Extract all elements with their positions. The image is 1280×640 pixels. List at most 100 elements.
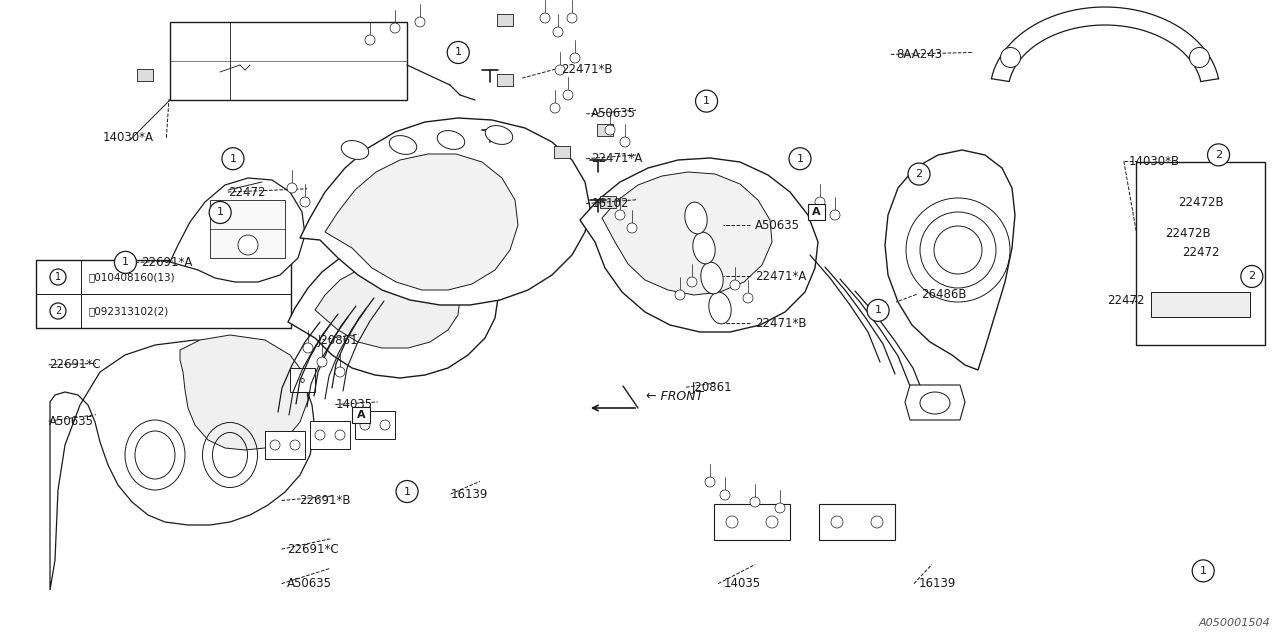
Text: 16139: 16139 — [451, 488, 488, 500]
Text: A50635: A50635 — [49, 415, 93, 428]
Ellipse shape — [692, 232, 716, 264]
Text: 22471*B: 22471*B — [561, 63, 612, 76]
Text: 1: 1 — [454, 47, 462, 58]
Circle shape — [829, 210, 840, 220]
Circle shape — [815, 197, 826, 207]
Ellipse shape — [485, 125, 513, 145]
Circle shape — [614, 210, 625, 220]
Text: 22472B: 22472B — [1178, 195, 1224, 209]
Circle shape — [1001, 47, 1020, 67]
Circle shape — [447, 42, 470, 63]
Polygon shape — [310, 421, 349, 449]
Circle shape — [765, 516, 778, 528]
Polygon shape — [137, 69, 154, 81]
Circle shape — [360, 420, 370, 430]
Text: 1: 1 — [229, 154, 237, 164]
Circle shape — [50, 269, 67, 285]
Text: 1: 1 — [796, 154, 804, 164]
Polygon shape — [210, 200, 285, 258]
Text: ← FRONT: ← FRONT — [646, 390, 703, 403]
Text: 22691*C: 22691*C — [287, 543, 338, 556]
Text: A50635: A50635 — [287, 577, 332, 590]
Circle shape — [705, 477, 716, 487]
Circle shape — [620, 137, 630, 147]
Text: 26486B: 26486B — [922, 288, 968, 301]
Circle shape — [540, 13, 550, 23]
Circle shape — [742, 293, 753, 303]
Circle shape — [380, 420, 390, 430]
Text: Ⓑ010408160(13): Ⓑ010408160(13) — [88, 272, 174, 282]
Circle shape — [335, 430, 346, 440]
Text: 22472B: 22472B — [1165, 227, 1211, 240]
Circle shape — [1240, 266, 1263, 287]
Text: 16139: 16139 — [919, 577, 956, 590]
Circle shape — [788, 148, 812, 170]
Polygon shape — [170, 178, 305, 282]
Polygon shape — [554, 146, 570, 158]
Text: 22471*B: 22471*B — [755, 317, 806, 330]
Polygon shape — [600, 196, 616, 208]
Circle shape — [238, 235, 259, 255]
Circle shape — [556, 65, 564, 75]
Text: 1: 1 — [874, 305, 882, 316]
Polygon shape — [884, 150, 1015, 370]
Circle shape — [1192, 560, 1215, 582]
Circle shape — [335, 367, 346, 377]
Circle shape — [553, 27, 563, 37]
Polygon shape — [180, 335, 308, 450]
Circle shape — [287, 183, 297, 193]
Circle shape — [570, 53, 580, 63]
Text: 22472: 22472 — [1181, 246, 1220, 259]
Text: 1: 1 — [216, 207, 224, 218]
Text: A50635: A50635 — [591, 108, 636, 120]
Circle shape — [730, 280, 740, 290]
Circle shape — [365, 35, 375, 45]
Polygon shape — [315, 264, 460, 348]
Circle shape — [867, 300, 890, 321]
Polygon shape — [905, 385, 965, 420]
Circle shape — [415, 17, 425, 27]
Ellipse shape — [709, 292, 731, 324]
Text: 14030*A: 14030*A — [102, 131, 154, 144]
Circle shape — [627, 223, 637, 233]
Ellipse shape — [685, 202, 707, 234]
Text: 1: 1 — [403, 486, 411, 497]
Ellipse shape — [342, 141, 369, 159]
Text: 1: 1 — [122, 257, 129, 268]
Circle shape — [1189, 47, 1210, 67]
Text: 1: 1 — [55, 272, 61, 282]
Polygon shape — [355, 411, 396, 439]
Circle shape — [396, 481, 419, 502]
Text: A50635: A50635 — [755, 219, 800, 232]
Polygon shape — [265, 431, 305, 459]
Text: 1: 1 — [1199, 566, 1207, 576]
Polygon shape — [714, 504, 790, 540]
Circle shape — [750, 497, 760, 507]
Circle shape — [209, 202, 232, 223]
Circle shape — [831, 516, 844, 528]
Text: 2: 2 — [915, 169, 923, 179]
Text: 2: 2 — [55, 306, 61, 316]
Polygon shape — [170, 22, 407, 100]
Text: 2: 2 — [1215, 150, 1222, 160]
Text: 8AA243: 8AA243 — [896, 48, 942, 61]
Text: J20861: J20861 — [317, 334, 358, 347]
Polygon shape — [1151, 292, 1251, 317]
Circle shape — [550, 103, 561, 113]
Polygon shape — [497, 14, 513, 26]
Circle shape — [567, 13, 577, 23]
Text: o: o — [300, 376, 305, 385]
Text: 22472: 22472 — [228, 186, 265, 198]
Text: 2: 2 — [1248, 271, 1256, 282]
Circle shape — [605, 125, 614, 135]
Circle shape — [687, 277, 698, 287]
Text: 22471*A: 22471*A — [591, 152, 643, 165]
Ellipse shape — [438, 131, 465, 149]
Text: 14035: 14035 — [723, 577, 760, 590]
Circle shape — [721, 490, 730, 500]
Circle shape — [870, 516, 883, 528]
Text: A: A — [357, 410, 365, 420]
Text: J20861: J20861 — [691, 381, 732, 394]
Text: 16102: 16102 — [591, 197, 628, 210]
Text: 22691*A: 22691*A — [141, 256, 192, 269]
